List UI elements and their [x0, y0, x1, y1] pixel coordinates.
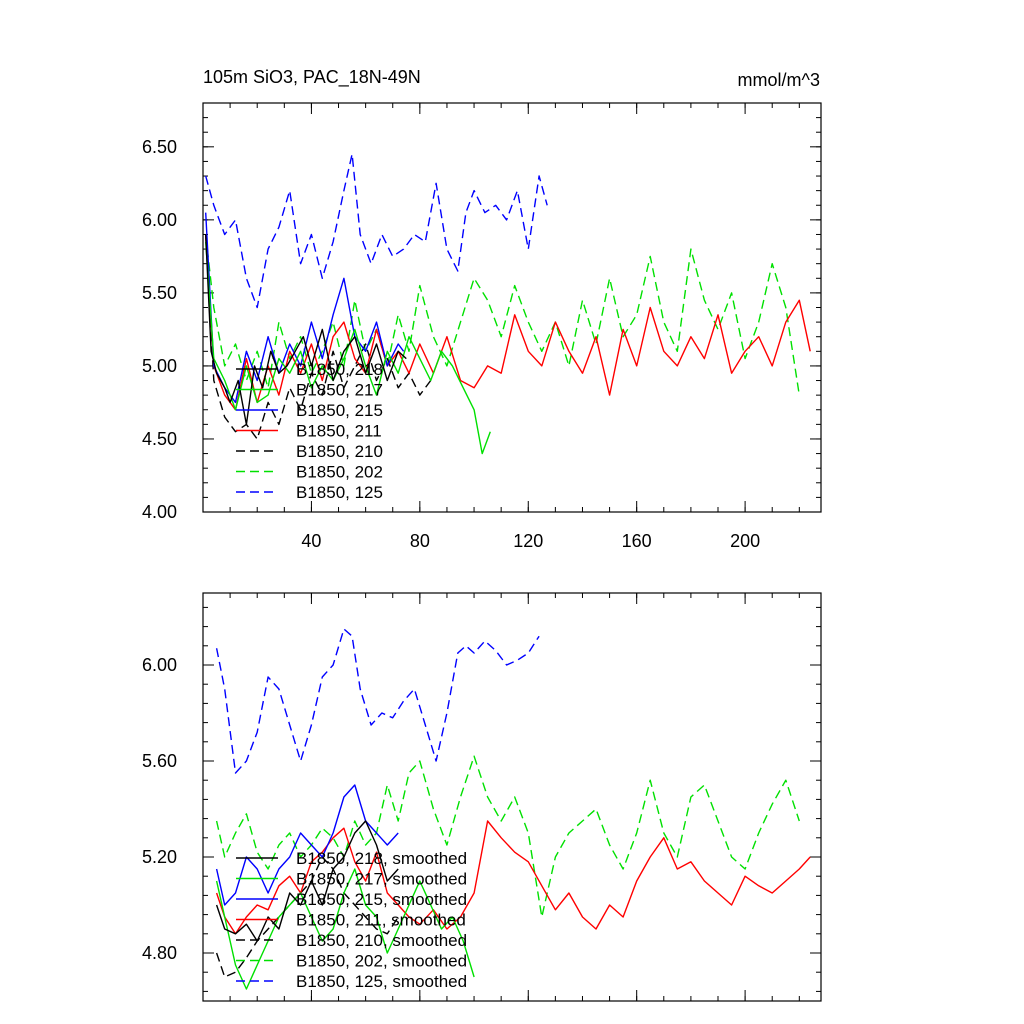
legend-label: B1850, 217: [296, 381, 383, 400]
series-line: [205, 234, 800, 396]
legend-label: B1850, 218, smoothed: [296, 849, 467, 868]
plot-frame: [202, 592, 822, 1002]
y-tick-label: 6.00: [142, 210, 177, 230]
series-line: [205, 234, 432, 440]
series-line: [215, 755, 800, 918]
series-line: [205, 234, 811, 411]
y-tick-label: 6.00: [142, 655, 177, 675]
legend-label: B1850, 210, smoothed: [296, 931, 467, 950]
series-group: [215, 628, 811, 990]
series-line: [205, 153, 548, 309]
y-tick-label: 5.50: [142, 283, 177, 303]
legend-label: B1850, 210: [296, 442, 383, 461]
legend-label: B1850, 211: [296, 422, 382, 441]
series-line: [215, 784, 399, 906]
series-line: [205, 234, 407, 426]
series-line: [215, 868, 475, 990]
y-tick-label: 4.50: [142, 429, 177, 449]
legend-label: B1850, 211, smoothed: [296, 911, 466, 930]
legend-label: B1850, 125, smoothed: [296, 972, 467, 991]
series-line: [215, 628, 540, 774]
y-tick-label: 4.00: [142, 502, 177, 522]
legend: B1850, 218, smoothed B1850, 217, smoothed…: [236, 849, 467, 991]
legend-label: B1850, 202, smoothed: [296, 952, 467, 971]
legend-label: B1850, 215, smoothed: [296, 890, 467, 909]
top-panel: 105m SiO3, PAC_18N-49N mmol/m^3 40 80 120 1…: [142, 67, 822, 551]
legend-label: B1850, 125: [296, 483, 383, 502]
series-line: [215, 820, 399, 942]
y-tick-label: 5.60: [142, 751, 177, 771]
legend-label: B1850, 218: [296, 360, 383, 379]
chart-units: mmol/m^3: [738, 70, 820, 90]
legend-label: B1850, 202: [296, 463, 383, 482]
y-tick-label: 5.00: [142, 356, 177, 376]
y-tick-label: 6.50: [142, 137, 177, 157]
x-tick-label: 200: [730, 531, 760, 551]
series-line: [215, 856, 399, 978]
x-tick-label: 80: [410, 531, 430, 551]
chart-title: 105m SiO3, PAC_18N-49N: [203, 67, 421, 88]
series-group: [205, 153, 811, 455]
x-tick-label: 120: [513, 531, 543, 551]
legend-label: B1850, 215: [296, 401, 383, 420]
x-tick-label: 40: [301, 531, 321, 551]
y-tick-label: 4.80: [142, 943, 177, 963]
y-tick-label: 5.20: [142, 847, 177, 867]
legend-label: B1850, 217, smoothed: [296, 870, 467, 889]
x-tick-label: 160: [622, 531, 652, 551]
